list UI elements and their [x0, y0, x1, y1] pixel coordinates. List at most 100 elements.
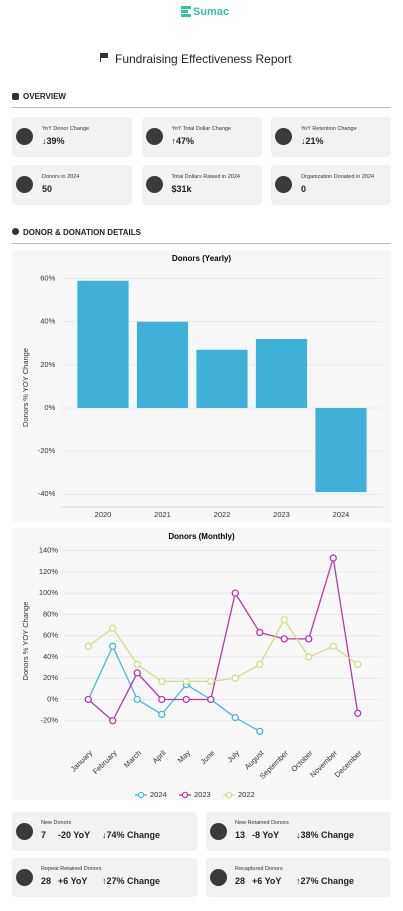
x-tick-label: April: [151, 748, 168, 765]
bar: [255, 338, 308, 408]
point: [256, 628, 264, 637]
card-yoy: +6 YoY: [252, 876, 282, 886]
point: [84, 695, 92, 704]
card-icon: [275, 128, 292, 145]
card-value: 0: [301, 184, 307, 194]
point: [158, 710, 166, 719]
card-change: ↑27% Change: [296, 876, 355, 886]
point: [109, 717, 117, 725]
legend-label: 2023: [194, 790, 211, 799]
card-value: ↓21%: [301, 136, 324, 146]
x-tick-label: 2023: [273, 510, 290, 519]
card-icon: [210, 869, 227, 886]
card-count: 7: [41, 830, 47, 840]
card-label: YoY Donor Change: [42, 126, 90, 132]
stat-card: YoY Retention Change ↓21%: [271, 117, 391, 157]
point: [207, 695, 215, 704]
y-tick-label: -20%: [38, 446, 56, 455]
x-tick-label: December: [333, 748, 364, 779]
y-tick-label: 60%: [43, 631, 58, 640]
point: [158, 695, 166, 704]
point: [84, 642, 92, 650]
chart-title: Donors (Monthly): [168, 532, 235, 541]
summary-card: Repeat Retained Donors 28 +6 YoY ↑27% Chang…: [12, 858, 197, 897]
point: [207, 677, 215, 686]
x-tick-label: 2024: [333, 510, 350, 519]
point: [158, 677, 166, 686]
point: [354, 709, 362, 717]
legend-marker: [225, 791, 233, 799]
point: [133, 660, 141, 669]
card-icon: [16, 823, 33, 840]
card-count: 28: [41, 876, 52, 886]
point: [231, 713, 239, 722]
legend-marker: [137, 791, 145, 799]
card-label: Donors in 2024: [42, 174, 80, 180]
bar: [77, 280, 129, 408]
section-icon: [12, 228, 19, 235]
bar: [196, 349, 248, 408]
stat-card: YoY Donor Change ↓39%: [12, 117, 132, 157]
card-value: 50: [42, 184, 53, 194]
point: [109, 642, 117, 650]
y-axis-label: Donors % YOY Change: [21, 348, 30, 427]
logo: Sumac: [193, 6, 230, 18]
card-label: New Retained Donors: [235, 820, 289, 826]
chart-title: Donors (Yearly): [172, 254, 231, 263]
card-label: Recaptured Donors: [235, 866, 283, 872]
y-tick-label: 20%: [43, 673, 58, 682]
card-icon: [16, 869, 33, 886]
card-label: Total Dollars Raised in 2024: [171, 174, 240, 180]
y-tick-label: -20%: [40, 716, 58, 725]
x-tick-label: February: [91, 748, 119, 776]
card-count: 13: [235, 830, 246, 840]
chart-panel: Donors (Yearly) Donors % YOY Change -40% -2…: [12, 250, 391, 522]
point: [256, 727, 264, 736]
legend-label: 2024: [150, 790, 167, 799]
point: [182, 677, 190, 686]
summary-card: Recaptured Donors 28 +6 YoY ↑27% Change: [206, 858, 391, 897]
y-tick-label: 100%: [39, 588, 59, 597]
binoculars-icon: [12, 93, 19, 100]
y-tick-label: 40%: [40, 317, 55, 326]
x-tick-label: March: [122, 748, 143, 769]
y-tick-label: 0%: [44, 403, 55, 412]
card-icon: [275, 176, 292, 193]
card-yoy: +6 YoY: [58, 876, 88, 886]
bar: [315, 407, 367, 493]
card-icon: [145, 176, 163, 193]
point: [354, 660, 362, 669]
stat-card: Total Dollars Raised in 2024 $31k: [141, 165, 262, 205]
legend-marker: [181, 791, 189, 799]
point: [231, 674, 239, 682]
chart: Donors (Monthly) Donors % YOY Change -20% 0…: [21, 532, 382, 799]
card-label: Organization Donated in 2024: [301, 174, 375, 180]
logo-mark: [181, 6, 194, 20]
card-label: Repeat Retained Donors: [41, 866, 102, 872]
point: [305, 635, 313, 643]
card-label: YoY Total Dollar Change: [171, 126, 232, 132]
chart: Donors (Yearly) Donors % YOY Change -40% -2…: [21, 254, 383, 519]
series-line: [87, 557, 359, 722]
card-change: ↓38% Change: [296, 830, 355, 840]
chart-panel: Donors (Monthly) Donors % YOY Change -20% 0…: [12, 528, 391, 800]
card-yoy: -20 YoY: [58, 830, 91, 840]
summary-card: New Retained Donors 13 -8 YoY ↓38% Change: [206, 812, 391, 851]
card-value: $31k: [171, 184, 192, 194]
card-yoy: -8 YoY: [252, 830, 280, 840]
point: [231, 589, 239, 597]
point: [280, 616, 288, 624]
legend-label: 2022: [238, 790, 255, 799]
point: [329, 642, 337, 650]
y-tick-label: 80%: [43, 609, 58, 618]
point: [256, 660, 264, 669]
card-icon: [16, 128, 33, 145]
x-tick-label: 2021: [154, 510, 171, 519]
divider: [12, 107, 391, 108]
series-line: [87, 618, 359, 683]
y-tick-label: 140%: [39, 546, 59, 555]
x-tick-label: June: [199, 748, 217, 766]
card-change: ↑27% Change: [102, 876, 161, 886]
x-tick-label: July: [225, 748, 241, 764]
